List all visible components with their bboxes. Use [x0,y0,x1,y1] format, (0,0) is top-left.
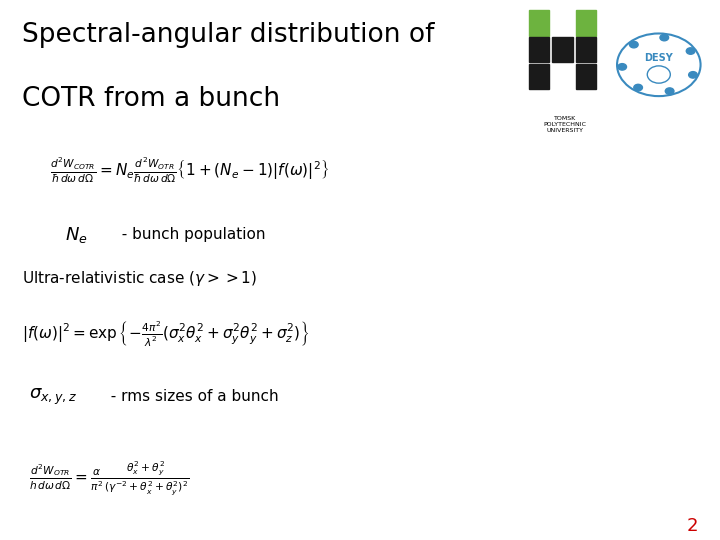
Text: $\frac{d^2W_{COTR}}{\hbar\, d\omega\, d\Omega} = N_e \frac{d^2W_{OTR}}{\hbar\, d: $\frac{d^2W_{COTR}}{\hbar\, d\omega\, d\… [50,156,330,185]
Text: $\sigma_{x,y,z}$: $\sigma_{x,y,z}$ [29,387,77,407]
Text: Spectral-angular distribution of: Spectral-angular distribution of [22,22,434,48]
Text: Ultra-relativistic case ($\gamma >> 1$): Ultra-relativistic case ($\gamma >> 1$) [22,268,257,288]
Circle shape [660,35,669,41]
Circle shape [686,48,695,55]
Circle shape [688,72,697,78]
Circle shape [629,42,638,48]
Text: TOMSK
POLYTECHNIC
UNIVERSITY: TOMSK POLYTECHNIC UNIVERSITY [544,116,587,133]
Text: $\frac{d^2W_{OTR}}{h\, d\omega\, d\Omega} = \frac{\alpha}{\pi^2} \frac{\theta_x^: $\frac{d^2W_{OTR}}{h\, d\omega\, d\Omega… [29,459,189,497]
Circle shape [634,84,642,91]
Text: - bunch population: - bunch population [112,227,265,242]
Text: 2: 2 [687,517,698,535]
Text: $N_e$: $N_e$ [65,225,87,245]
Circle shape [665,88,674,94]
Circle shape [618,64,626,70]
Text: COTR from a bunch: COTR from a bunch [22,86,280,112]
Text: DESY: DESY [644,53,673,63]
Text: $|f(\omega)|^2 = \exp\left\{-\frac{4\pi^2}{\lambda^2}(\sigma_x^2\theta_x^2 + \si: $|f(\omega)|^2 = \exp\left\{-\frac{4\pi^… [22,320,310,349]
Text: - rms sizes of a bunch: - rms sizes of a bunch [101,389,279,404]
